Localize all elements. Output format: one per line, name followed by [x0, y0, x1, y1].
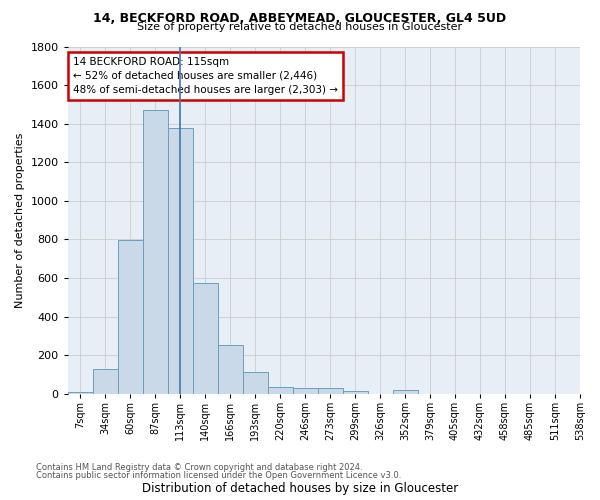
- Bar: [143, 110, 167, 394]
- Bar: [167, 128, 193, 394]
- Text: 14 BECKFORD ROAD: 115sqm
← 52% of detached houses are smaller (2,446)
48% of sem: 14 BECKFORD ROAD: 115sqm ← 52% of detach…: [73, 57, 338, 95]
- Text: Contains HM Land Registry data © Crown copyright and database right 2024.: Contains HM Land Registry data © Crown c…: [36, 464, 362, 472]
- Bar: [118, 240, 143, 394]
- Y-axis label: Number of detached properties: Number of detached properties: [15, 132, 25, 308]
- Bar: [343, 391, 368, 394]
- Bar: [392, 390, 418, 394]
- Bar: [268, 387, 293, 394]
- Bar: [218, 346, 242, 394]
- Text: 14, BECKFORD ROAD, ABBEYMEAD, GLOUCESTER, GL4 5UD: 14, BECKFORD ROAD, ABBEYMEAD, GLOUCESTER…: [94, 12, 506, 26]
- Bar: [193, 283, 218, 394]
- Bar: [242, 372, 268, 394]
- Bar: [317, 388, 343, 394]
- Bar: [68, 392, 92, 394]
- Bar: [293, 388, 317, 394]
- Text: Size of property relative to detached houses in Gloucester: Size of property relative to detached ho…: [137, 22, 463, 32]
- Text: Distribution of detached houses by size in Gloucester: Distribution of detached houses by size …: [142, 482, 458, 495]
- Bar: [92, 368, 118, 394]
- Text: Contains public sector information licensed under the Open Government Licence v3: Contains public sector information licen…: [36, 471, 401, 480]
